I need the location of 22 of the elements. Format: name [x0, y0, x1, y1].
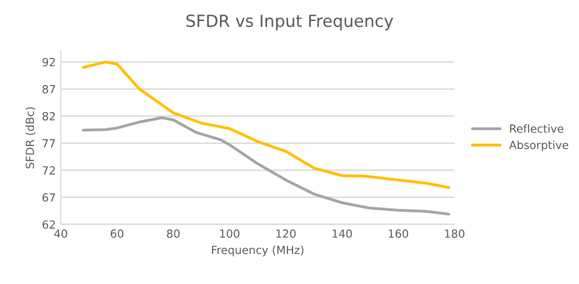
- line-series: [82, 60, 450, 189]
- y-tick-label: 77: [42, 139, 55, 148]
- x-axis-title: Frequency (MHz): [212, 246, 304, 256]
- x-tick-label: 80: [166, 229, 180, 238]
- y-tick-label: 87: [42, 84, 55, 94]
- y-tick-label: 92: [42, 58, 55, 66]
- legend-label: Absorptive: [509, 140, 568, 152]
- y-tick-label: 82: [42, 112, 55, 120]
- x-tick-label: 140: [332, 229, 352, 238]
- y-tick-label: 62: [42, 220, 55, 229]
- y-tick-label: 67: [42, 193, 55, 202]
- x-tick-label: 160: [388, 229, 408, 238]
- line-series: [82, 116, 450, 216]
- legend-label: Reflective: [510, 124, 564, 133]
- x-tick-label: 60: [110, 229, 124, 238]
- y-axis-title: SFDR (dBc): [25, 107, 36, 168]
- chart-title: SFDR vs Input Frequency: [186, 14, 394, 30]
- y-tick-label: 72: [42, 166, 55, 174]
- x-tick-label: 100: [220, 229, 240, 238]
- x-tick-label: 180: [445, 229, 464, 238]
- x-tick-label: 40: [54, 229, 68, 238]
- x-tick-label: 120: [276, 229, 296, 238]
